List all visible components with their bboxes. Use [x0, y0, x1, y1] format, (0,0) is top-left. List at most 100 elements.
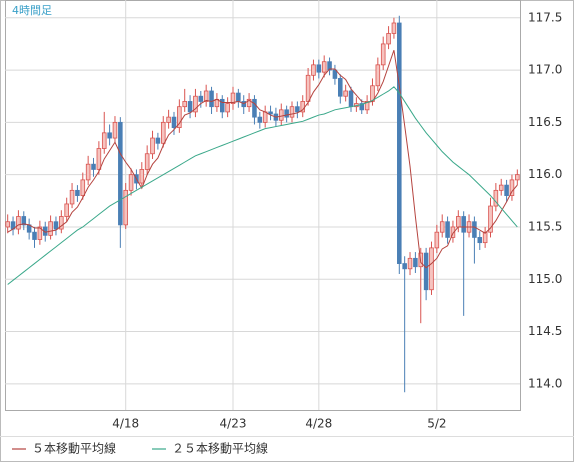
candle-body — [150, 137, 155, 155]
y-tick-label: 114.5 — [528, 324, 562, 338]
x-tick-label: 5/2 — [427, 417, 446, 431]
y-tick-label: 117.5 — [528, 10, 562, 24]
plot-area — [5, 0, 521, 411]
candle-body — [80, 179, 86, 196]
candle-body — [16, 216, 21, 230]
candle-body — [316, 64, 322, 73]
candle-body — [230, 92, 236, 104]
candle-body — [498, 184, 504, 191]
candle-body — [107, 132, 112, 139]
candle-body — [144, 153, 150, 170]
candle-body — [252, 98, 257, 118]
chart-title: 4時間足 — [12, 4, 52, 17]
candle-body — [257, 116, 263, 123]
candle-body — [509, 179, 515, 196]
x-tick-label: 4/18 — [112, 417, 139, 431]
candle-body — [375, 64, 381, 87]
candle-body — [493, 189, 499, 207]
candle-body — [59, 216, 64, 230]
candle-body — [101, 132, 107, 149]
candle-body — [391, 22, 397, 34]
candle-body — [461, 216, 466, 233]
legend-label: ２５本移動平均線 — [172, 441, 268, 456]
candle-body — [246, 98, 252, 108]
ma-line — [7, 86, 518, 285]
candle-body — [402, 263, 407, 270]
y-tick-label: 115.0 — [528, 272, 562, 286]
candle-body — [139, 169, 145, 184]
candle-body — [155, 137, 161, 144]
candle-body — [187, 101, 193, 113]
candle-body — [236, 92, 241, 102]
candle-body — [327, 61, 332, 71]
candle-body — [21, 216, 27, 226]
candle-body — [32, 231, 37, 240]
candle-body — [348, 90, 354, 108]
candle-body — [48, 221, 53, 236]
candle-body — [85, 163, 91, 181]
candle-body — [359, 103, 365, 111]
candle-body — [445, 221, 450, 238]
candle-body — [69, 189, 75, 205]
x-tick-label: 4/28 — [305, 417, 332, 431]
candle-body — [295, 106, 300, 113]
candle-body — [284, 109, 289, 118]
candle-body — [193, 95, 198, 113]
candle-body — [209, 90, 214, 108]
candle-body — [429, 247, 434, 291]
candle-body — [515, 174, 520, 181]
candle-body — [321, 61, 327, 73]
candle-body — [37, 226, 43, 240]
candle-body — [407, 257, 413, 270]
candle-body — [128, 174, 134, 191]
y-tick-label: 115.5 — [528, 219, 562, 233]
candle-body — [338, 78, 343, 97]
candle-body — [182, 101, 187, 108]
legend-label: ５本移動平均線 — [32, 441, 116, 456]
candle-body — [439, 221, 445, 233]
candle-body — [472, 221, 477, 238]
x-tick-label: 4/23 — [220, 417, 247, 431]
candle-body — [53, 221, 59, 230]
candle-body — [482, 231, 488, 244]
y-tick-label: 116.5 — [528, 115, 562, 129]
candle-body — [423, 252, 429, 291]
marks — [5, 15, 520, 393]
candle-body — [434, 231, 440, 249]
y-tick-label: 117.0 — [528, 63, 562, 77]
candle-body — [203, 90, 209, 102]
candle-body — [504, 184, 509, 196]
candle-body — [343, 90, 348, 97]
candle-body — [456, 216, 461, 228]
candle-body — [160, 121, 166, 144]
candle-body — [219, 98, 225, 113]
candle-body — [397, 22, 402, 264]
candle-body — [413, 257, 418, 268]
y-tick-label: 116.0 — [528, 167, 562, 181]
candle-body — [123, 189, 128, 226]
ma-line — [7, 50, 518, 269]
candle-body — [118, 121, 123, 226]
y-tick-label: 114.0 — [528, 376, 562, 390]
candle-body — [198, 95, 204, 102]
candle-body — [96, 148, 102, 170]
candle-body — [5, 221, 10, 228]
candle-body — [278, 109, 284, 121]
candle-body — [225, 103, 230, 113]
candle-body — [364, 101, 370, 111]
candle-body — [477, 237, 483, 244]
candle-body — [262, 111, 268, 123]
candle-body — [289, 106, 295, 118]
grid: 114.0 114.5 115.0 115.5 116.0 116.5 117.0 117.5… — [5, 0, 562, 431]
candle-body — [450, 226, 456, 238]
legend: ５本移動平均線 ２５本移動平均線 — [12, 441, 268, 456]
candle-body — [177, 106, 182, 129]
candle-body — [268, 111, 273, 115]
candle-body — [112, 121, 118, 139]
candle-body — [332, 69, 338, 79]
candle-body — [171, 116, 177, 129]
candle-body — [311, 64, 316, 76]
